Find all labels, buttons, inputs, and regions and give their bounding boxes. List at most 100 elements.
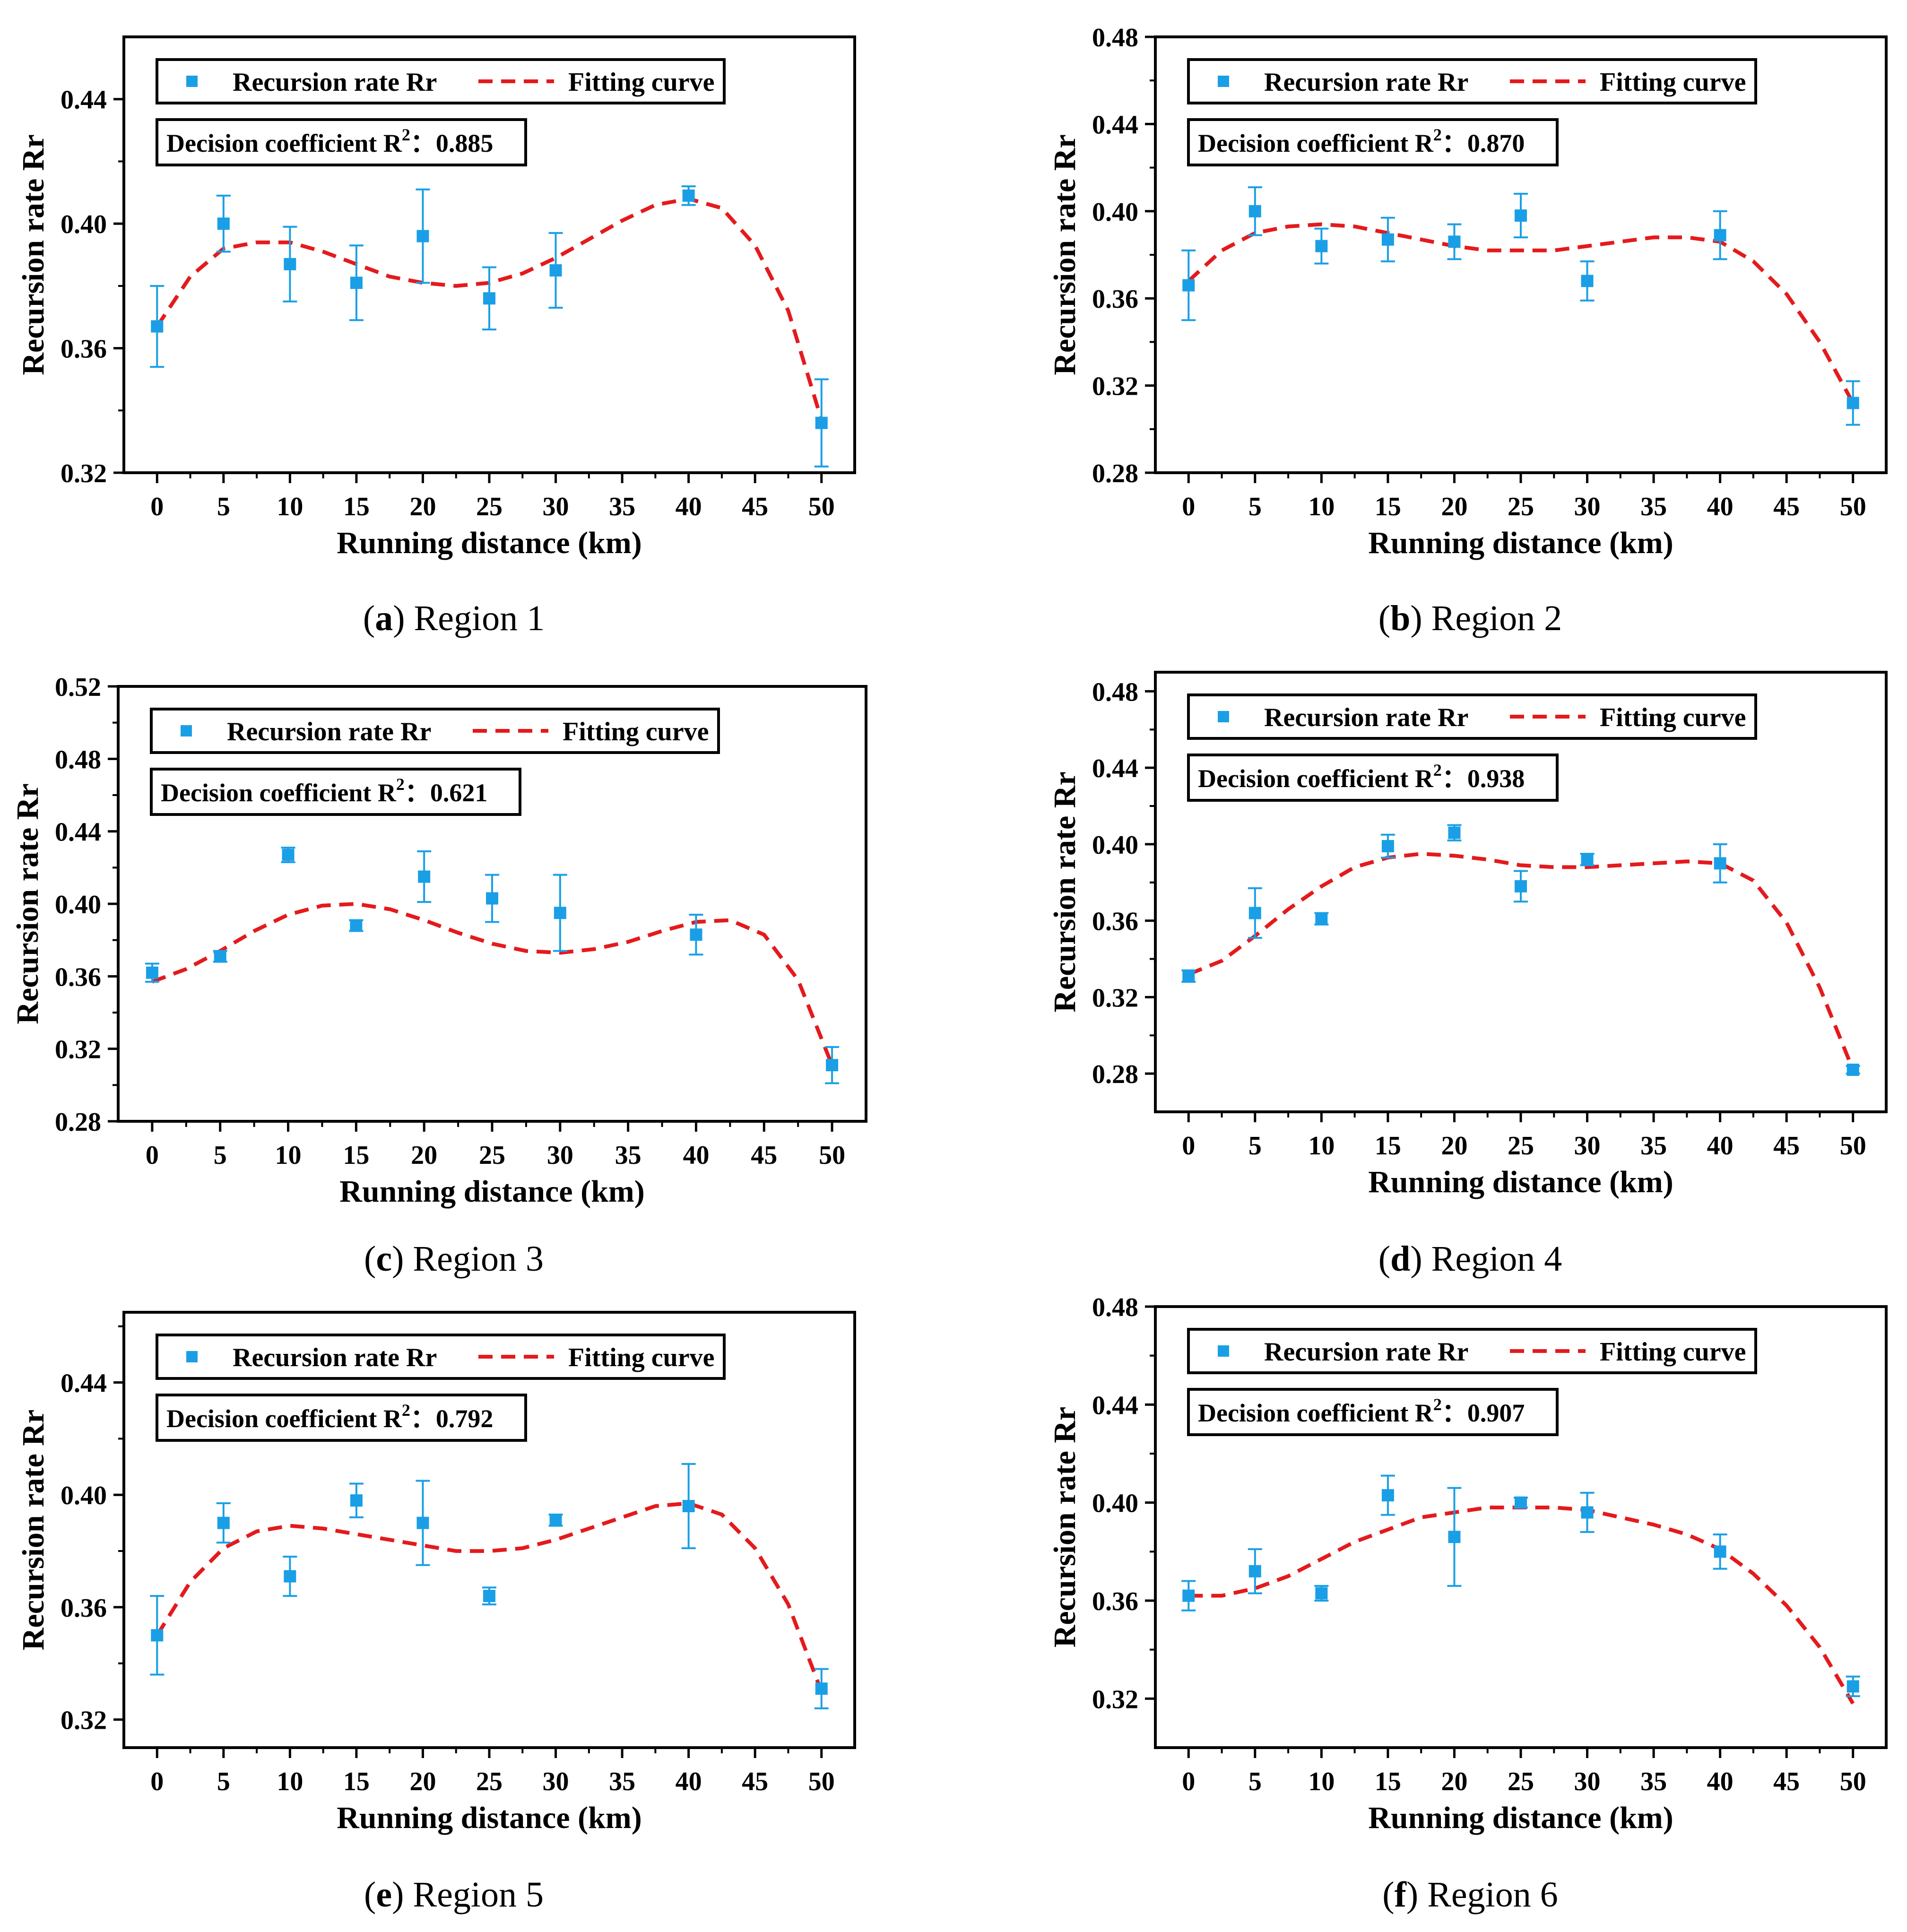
- data-point: [1515, 209, 1527, 222]
- fitting-curve: [1188, 1506, 1855, 1705]
- x-tick-label: 15: [343, 1141, 369, 1170]
- x-tick-label: 15: [1375, 492, 1401, 521]
- fitting-curve: [1187, 222, 1855, 404]
- chart-panel-a: 0 5 10 15 20 25 30 35 40 45 50 0.32 0.36 0.40 0.44 Runn…: [16, 35, 856, 560]
- legend: Recursion rate Rr Fitting curve: [1187, 58, 1757, 104]
- caption-letter: b: [1390, 598, 1411, 638]
- legend-box: [1187, 58, 1757, 104]
- data-point: [815, 416, 828, 429]
- x-tick-label: 45: [751, 1141, 777, 1170]
- data-point: [217, 1516, 230, 1529]
- caption-letter: e: [376, 1875, 392, 1915]
- y-tick-label: 0.32: [1092, 372, 1138, 401]
- x-tick-label: 25: [476, 492, 503, 521]
- legend-points-label: Recursion rate Rr: [1264, 1337, 1468, 1367]
- caption-letter: f: [1394, 1875, 1406, 1915]
- data-point: [1381, 233, 1394, 246]
- data-point: [682, 189, 695, 202]
- x-tick-label: 10: [1308, 1767, 1335, 1796]
- r2-label: Decision coefficient R: [166, 1404, 402, 1433]
- legend: Recursion rate Rr Fitting curve: [150, 708, 720, 754]
- x-tick-label: 10: [1308, 492, 1335, 521]
- x-tick-label: 45: [1773, 1131, 1800, 1161]
- x-tick-label: 35: [615, 1141, 641, 1170]
- x-tick-label: 45: [742, 1767, 768, 1796]
- r2-label: Decision coefficient R: [166, 129, 402, 157]
- x-tick-label: 25: [1508, 492, 1534, 521]
- x-tick-label: 40: [676, 492, 702, 521]
- data-point: [217, 217, 230, 230]
- chart-panel-c: 0 5 10 15 20 25 30 35 40 45 50 0.28 0.32 0.36 0.40 0.44…: [10, 673, 867, 1209]
- legend-box: [1187, 1328, 1757, 1374]
- x-axis-label: Running distance (km): [1368, 1165, 1673, 1199]
- x-tick-label: 20: [411, 1141, 437, 1170]
- x-tick-label: 0: [150, 1767, 164, 1796]
- fitting-curve: [1188, 852, 1855, 1071]
- x-tick-label: 0: [1182, 492, 1195, 521]
- r2-box: [150, 768, 521, 816]
- r2-text: Decision coefficient R2：0.885: [166, 125, 493, 157]
- y-tick-label: 0.36: [61, 335, 107, 364]
- x-tick-label: 35: [609, 492, 635, 521]
- x-tick-label: 40: [1707, 1131, 1734, 1161]
- y-axis-label: Recursion rate Rr: [1048, 771, 1082, 1013]
- y-tick-label: 0.36: [55, 962, 101, 992]
- data-point: [1182, 970, 1195, 982]
- y-tick-label: 0.36: [61, 1594, 107, 1623]
- x-tick-label: 0: [1182, 1131, 1195, 1161]
- y-tick-label: 0.44: [1092, 754, 1138, 783]
- r2-value: ：0.621: [405, 779, 488, 807]
- data-point: [1846, 397, 1859, 409]
- data-point: [418, 870, 431, 883]
- data-point: [151, 320, 164, 333]
- y-axis-label: Recursion rate Rr: [16, 134, 51, 375]
- legend-box: [150, 708, 720, 754]
- data-point: [1315, 1587, 1328, 1600]
- caption-text: Region 6: [1427, 1875, 1558, 1915]
- x-tick-label: 45: [1773, 1767, 1800, 1796]
- r2-annotation: Decision coefficient R2：0.885: [156, 118, 527, 166]
- y-tick-label: 0.28: [1092, 1060, 1138, 1089]
- data-point: [554, 907, 566, 919]
- caption-e: (e) Region 5: [364, 1875, 544, 1915]
- x-tick-label: 15: [1375, 1767, 1401, 1796]
- x-tick-label: 35: [1640, 1767, 1667, 1796]
- x-tick-label: 35: [1640, 492, 1667, 521]
- x-tick-label: 30: [543, 492, 569, 521]
- r2-annotation: Decision coefficient R2：0.907: [1187, 1388, 1559, 1436]
- data-point: [416, 1516, 429, 1529]
- x-tick-label: 5: [1248, 492, 1262, 521]
- x-tick-label: 15: [1375, 1131, 1401, 1161]
- data-point: [1581, 853, 1594, 866]
- y-tick-label: 0.40: [55, 890, 101, 919]
- r2-text: Decision coefficient R2：0.907: [1198, 1395, 1525, 1427]
- x-tick-label: 40: [1707, 492, 1734, 521]
- y-tick-label: 0.48: [55, 745, 101, 774]
- x-tick-label: 40: [676, 1767, 702, 1796]
- caption-text: Region 2: [1431, 598, 1562, 638]
- legend-points-label: Recursion rate Rr: [227, 717, 431, 746]
- caption-text: Region 3: [413, 1239, 544, 1279]
- y-tick-label: 0.40: [61, 210, 107, 239]
- y-tick-label: 0.32: [61, 459, 107, 488]
- legend-points-label: Recursion rate Rr: [1264, 703, 1468, 732]
- legend-point-marker: [1218, 1345, 1229, 1357]
- data-point: [1714, 857, 1726, 870]
- data-point: [1182, 1589, 1195, 1602]
- x-tick-label: 30: [547, 1141, 573, 1170]
- x-tick-label: 15: [343, 1767, 370, 1796]
- chart-panel-e: 0 5 10 15 20 25 30 35 40 45 50 0.32 0.36 0.40 0.44 Runn…: [16, 1311, 856, 1835]
- caption-text: Region 5: [413, 1875, 544, 1915]
- legend: Recursion rate Rr Fitting curve: [156, 1334, 726, 1380]
- x-tick-label: 5: [217, 492, 230, 521]
- data-point: [1448, 826, 1461, 839]
- r2-box: [1187, 118, 1559, 166]
- y-tick-label: 0.36: [1092, 907, 1138, 936]
- x-tick-label: 10: [277, 492, 303, 521]
- y-tick-label: 0.32: [55, 1035, 101, 1065]
- x-tick-label: 35: [609, 1767, 635, 1796]
- caption-text: Region 4: [1431, 1239, 1562, 1279]
- y-tick-label: 0.44: [55, 818, 101, 847]
- y-tick-label: 0.44: [1092, 110, 1138, 139]
- y-tick-label: 0.44: [1092, 1391, 1138, 1420]
